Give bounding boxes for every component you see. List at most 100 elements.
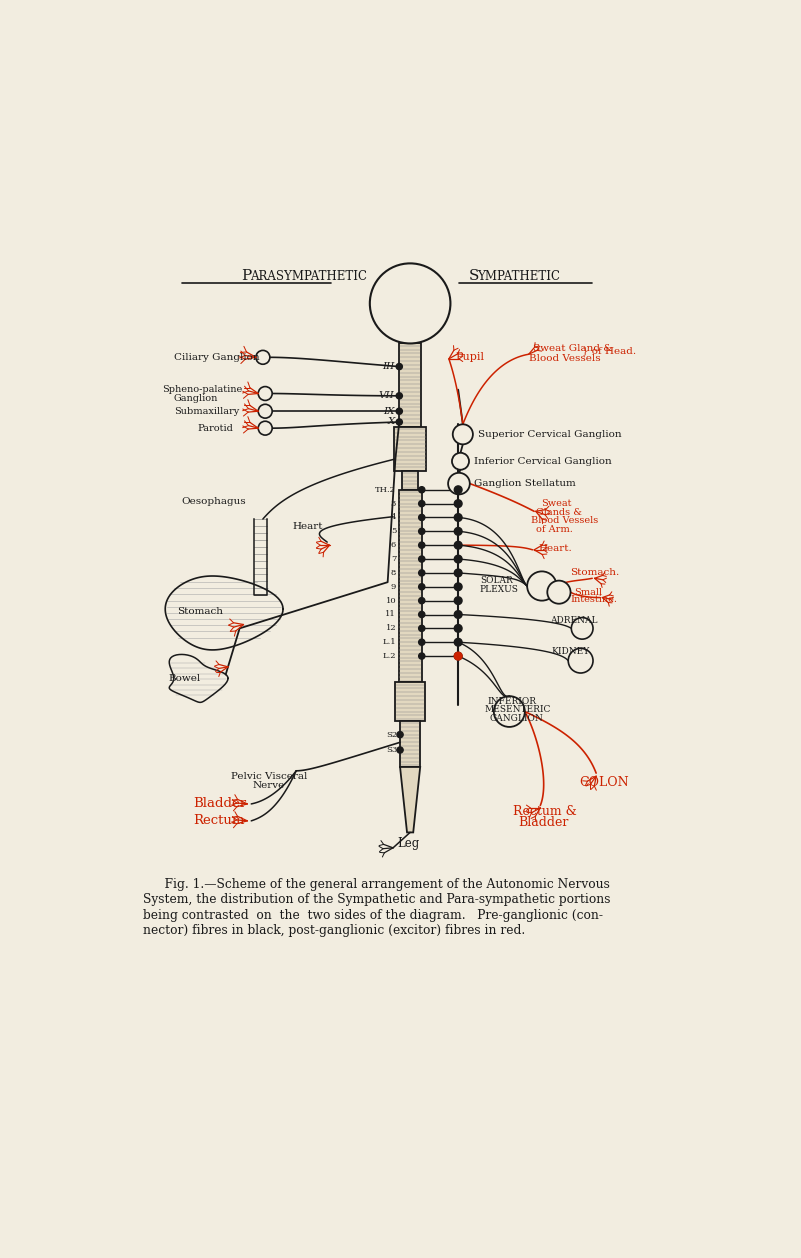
Circle shape bbox=[454, 652, 462, 660]
Text: GANGLION: GANGLION bbox=[490, 715, 544, 723]
Circle shape bbox=[419, 542, 425, 548]
Circle shape bbox=[454, 555, 462, 562]
Text: 9: 9 bbox=[391, 582, 396, 591]
Text: Stomach.: Stomach. bbox=[570, 569, 620, 577]
Circle shape bbox=[396, 408, 402, 414]
Text: Pelvic Visceral: Pelvic Visceral bbox=[231, 771, 308, 781]
Text: MESENTERIC: MESENTERIC bbox=[485, 706, 551, 715]
Text: Oesophagus: Oesophagus bbox=[182, 497, 246, 506]
Circle shape bbox=[494, 696, 525, 727]
Circle shape bbox=[454, 541, 462, 548]
Circle shape bbox=[419, 584, 425, 590]
Text: ARASYMPATHETIC: ARASYMPATHETIC bbox=[251, 270, 368, 283]
Circle shape bbox=[419, 487, 425, 493]
Circle shape bbox=[419, 501, 425, 507]
Polygon shape bbox=[400, 767, 421, 833]
Text: INFERIOR: INFERIOR bbox=[488, 697, 537, 706]
Text: Submaxillary: Submaxillary bbox=[174, 406, 239, 415]
Circle shape bbox=[258, 404, 272, 418]
Text: Blood Vessels: Blood Vessels bbox=[529, 353, 601, 362]
Circle shape bbox=[454, 652, 462, 660]
Circle shape bbox=[454, 624, 462, 633]
Text: Heart: Heart bbox=[292, 522, 323, 531]
Text: Parotid: Parotid bbox=[197, 424, 233, 433]
Circle shape bbox=[454, 486, 462, 493]
Text: III: III bbox=[382, 362, 395, 371]
Circle shape bbox=[419, 611, 425, 618]
Text: Intestine.: Intestine. bbox=[570, 595, 618, 604]
Text: 5: 5 bbox=[391, 527, 396, 536]
Text: ADRENAL: ADRENAL bbox=[549, 616, 597, 625]
Text: Pupil: Pupil bbox=[455, 352, 484, 362]
Circle shape bbox=[454, 569, 462, 576]
Text: Rectum: Rectum bbox=[193, 814, 244, 828]
Polygon shape bbox=[396, 682, 425, 721]
Text: Ganglion Stellatum: Ganglion Stellatum bbox=[473, 479, 575, 488]
Text: Heart.: Heart. bbox=[539, 543, 573, 552]
Text: 12: 12 bbox=[385, 624, 396, 633]
Text: TH.2: TH.2 bbox=[376, 486, 396, 493]
Text: 7: 7 bbox=[391, 555, 396, 564]
Text: Bowel: Bowel bbox=[168, 674, 200, 683]
Text: System, the distribution of the Sympathetic and Para-sympathetic portions: System, the distribution of the Sympathe… bbox=[143, 893, 610, 906]
Circle shape bbox=[547, 581, 570, 604]
Circle shape bbox=[571, 618, 593, 639]
Text: X: X bbox=[387, 418, 395, 426]
Polygon shape bbox=[399, 489, 422, 682]
Circle shape bbox=[568, 648, 593, 673]
Text: PLEXUS: PLEXUS bbox=[480, 585, 519, 594]
Text: 10: 10 bbox=[385, 596, 396, 605]
Text: SOLAR: SOLAR bbox=[480, 576, 513, 585]
Circle shape bbox=[397, 747, 403, 754]
Text: Fig. 1.—Scheme of the general arrangement of the Autonomic Nervous: Fig. 1.—Scheme of the general arrangemen… bbox=[153, 878, 610, 891]
Text: being contrasted  on  the  two sides of the diagram.   Pre-ganglionic (con-: being contrasted on the two sides of the… bbox=[143, 908, 602, 922]
Circle shape bbox=[419, 653, 425, 659]
Text: L.1: L.1 bbox=[383, 638, 396, 647]
Circle shape bbox=[419, 598, 425, 604]
Text: 3: 3 bbox=[391, 499, 396, 508]
Circle shape bbox=[396, 392, 402, 399]
Circle shape bbox=[370, 263, 450, 343]
Text: Spheno-palatine: Spheno-palatine bbox=[162, 385, 243, 394]
Text: S3: S3 bbox=[386, 746, 398, 754]
Circle shape bbox=[396, 364, 402, 370]
Text: Stomach: Stomach bbox=[178, 606, 223, 616]
Circle shape bbox=[454, 499, 462, 507]
Circle shape bbox=[419, 570, 425, 576]
Circle shape bbox=[419, 556, 425, 562]
Text: Ganglion: Ganglion bbox=[174, 395, 218, 404]
Polygon shape bbox=[399, 343, 421, 426]
Text: of Arm.: of Arm. bbox=[537, 525, 574, 533]
Circle shape bbox=[454, 513, 462, 521]
Text: Sweat: Sweat bbox=[541, 499, 572, 508]
Text: 8: 8 bbox=[391, 569, 396, 577]
Text: Nerve: Nerve bbox=[253, 781, 285, 790]
Text: S2: S2 bbox=[387, 731, 398, 738]
Circle shape bbox=[256, 351, 270, 365]
Text: 11: 11 bbox=[385, 610, 396, 619]
Text: Inferior Cervical Ganglion: Inferior Cervical Ganglion bbox=[473, 457, 611, 465]
Text: Bladder: Bladder bbox=[193, 798, 246, 810]
Text: P: P bbox=[241, 269, 252, 283]
Text: YMPATHETIC: YMPATHETIC bbox=[477, 270, 561, 283]
Circle shape bbox=[448, 473, 470, 494]
Circle shape bbox=[527, 571, 557, 600]
Text: IX: IX bbox=[383, 406, 395, 415]
Text: 6: 6 bbox=[391, 541, 396, 550]
Circle shape bbox=[454, 582, 462, 590]
Circle shape bbox=[258, 386, 272, 400]
Text: Rectum &: Rectum & bbox=[513, 805, 577, 818]
Text: nector) fibres in black, post-ganglionic (excitor) fibres in red.: nector) fibres in black, post-ganglionic… bbox=[143, 925, 525, 937]
Text: S: S bbox=[469, 269, 479, 283]
Text: Sweat Gland &: Sweat Gland & bbox=[533, 343, 612, 352]
Circle shape bbox=[454, 638, 462, 647]
Text: Ciliary Ganglion: Ciliary Ganglion bbox=[174, 352, 260, 362]
Circle shape bbox=[419, 528, 425, 535]
Polygon shape bbox=[400, 721, 421, 767]
Text: VII: VII bbox=[379, 391, 395, 400]
Text: KIDNEY: KIDNEY bbox=[551, 647, 590, 655]
Polygon shape bbox=[402, 470, 418, 489]
Circle shape bbox=[454, 610, 462, 619]
Circle shape bbox=[419, 625, 425, 632]
Text: Superior Cervical Ganglion: Superior Cervical Ganglion bbox=[477, 430, 621, 439]
